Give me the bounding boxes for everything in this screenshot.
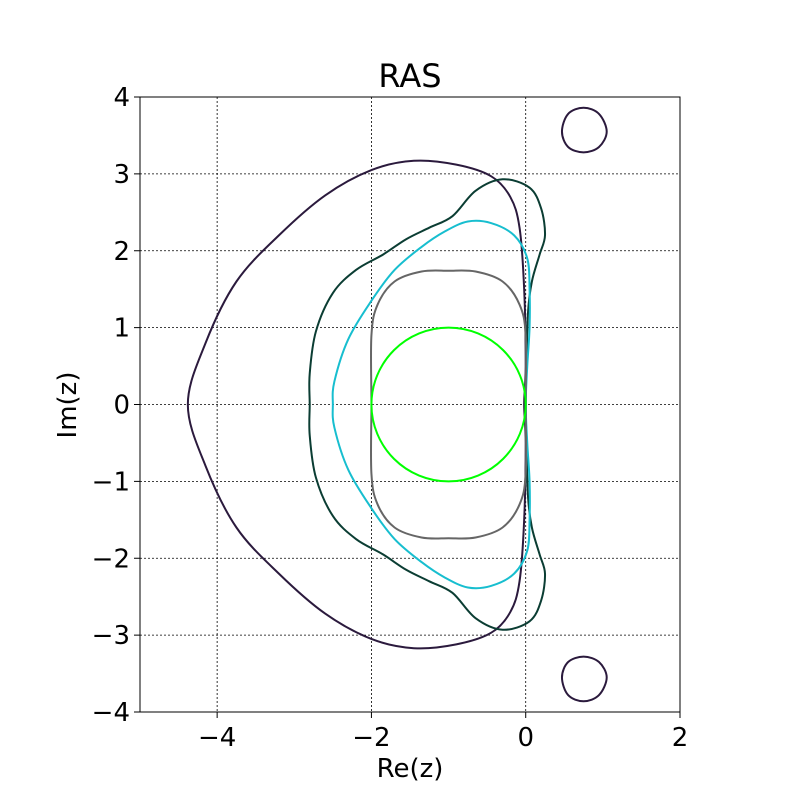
y-tick-label: 0	[113, 391, 130, 421]
contour-line-7	[370, 326, 527, 483]
chart-title: RAS	[378, 57, 441, 95]
contour-line-2	[560, 106, 608, 154]
y-tick-label: 3	[113, 160, 130, 190]
contour-line-5	[331, 219, 531, 590]
y-tick-label: −3	[92, 621, 130, 651]
x-tick-label: −2	[352, 723, 390, 753]
x-axis-title: Re(z)	[377, 754, 444, 784]
contour-line-1	[186, 159, 527, 650]
contour-line-3	[560, 655, 608, 703]
x-tick-label: 2	[672, 723, 689, 753]
y-tick-label: −1	[92, 467, 130, 497]
y-tick-label: −4	[92, 698, 130, 728]
axis-ticks: −4 −2 0 2 −4 −3 −2 −1 0 1 2 3 4	[92, 83, 689, 753]
y-tick-label: 4	[113, 83, 130, 113]
contour-line-4	[308, 178, 547, 631]
y-axis-title: Im(z)	[53, 372, 83, 439]
y-tick-label: 1	[113, 314, 130, 344]
x-tick-label: 0	[517, 723, 534, 753]
y-tick-label: 2	[113, 237, 130, 267]
y-tick-label: −2	[92, 544, 130, 574]
x-tick-label: −4	[198, 723, 236, 753]
grid-lines	[140, 96, 681, 713]
contour-series	[186, 106, 608, 703]
